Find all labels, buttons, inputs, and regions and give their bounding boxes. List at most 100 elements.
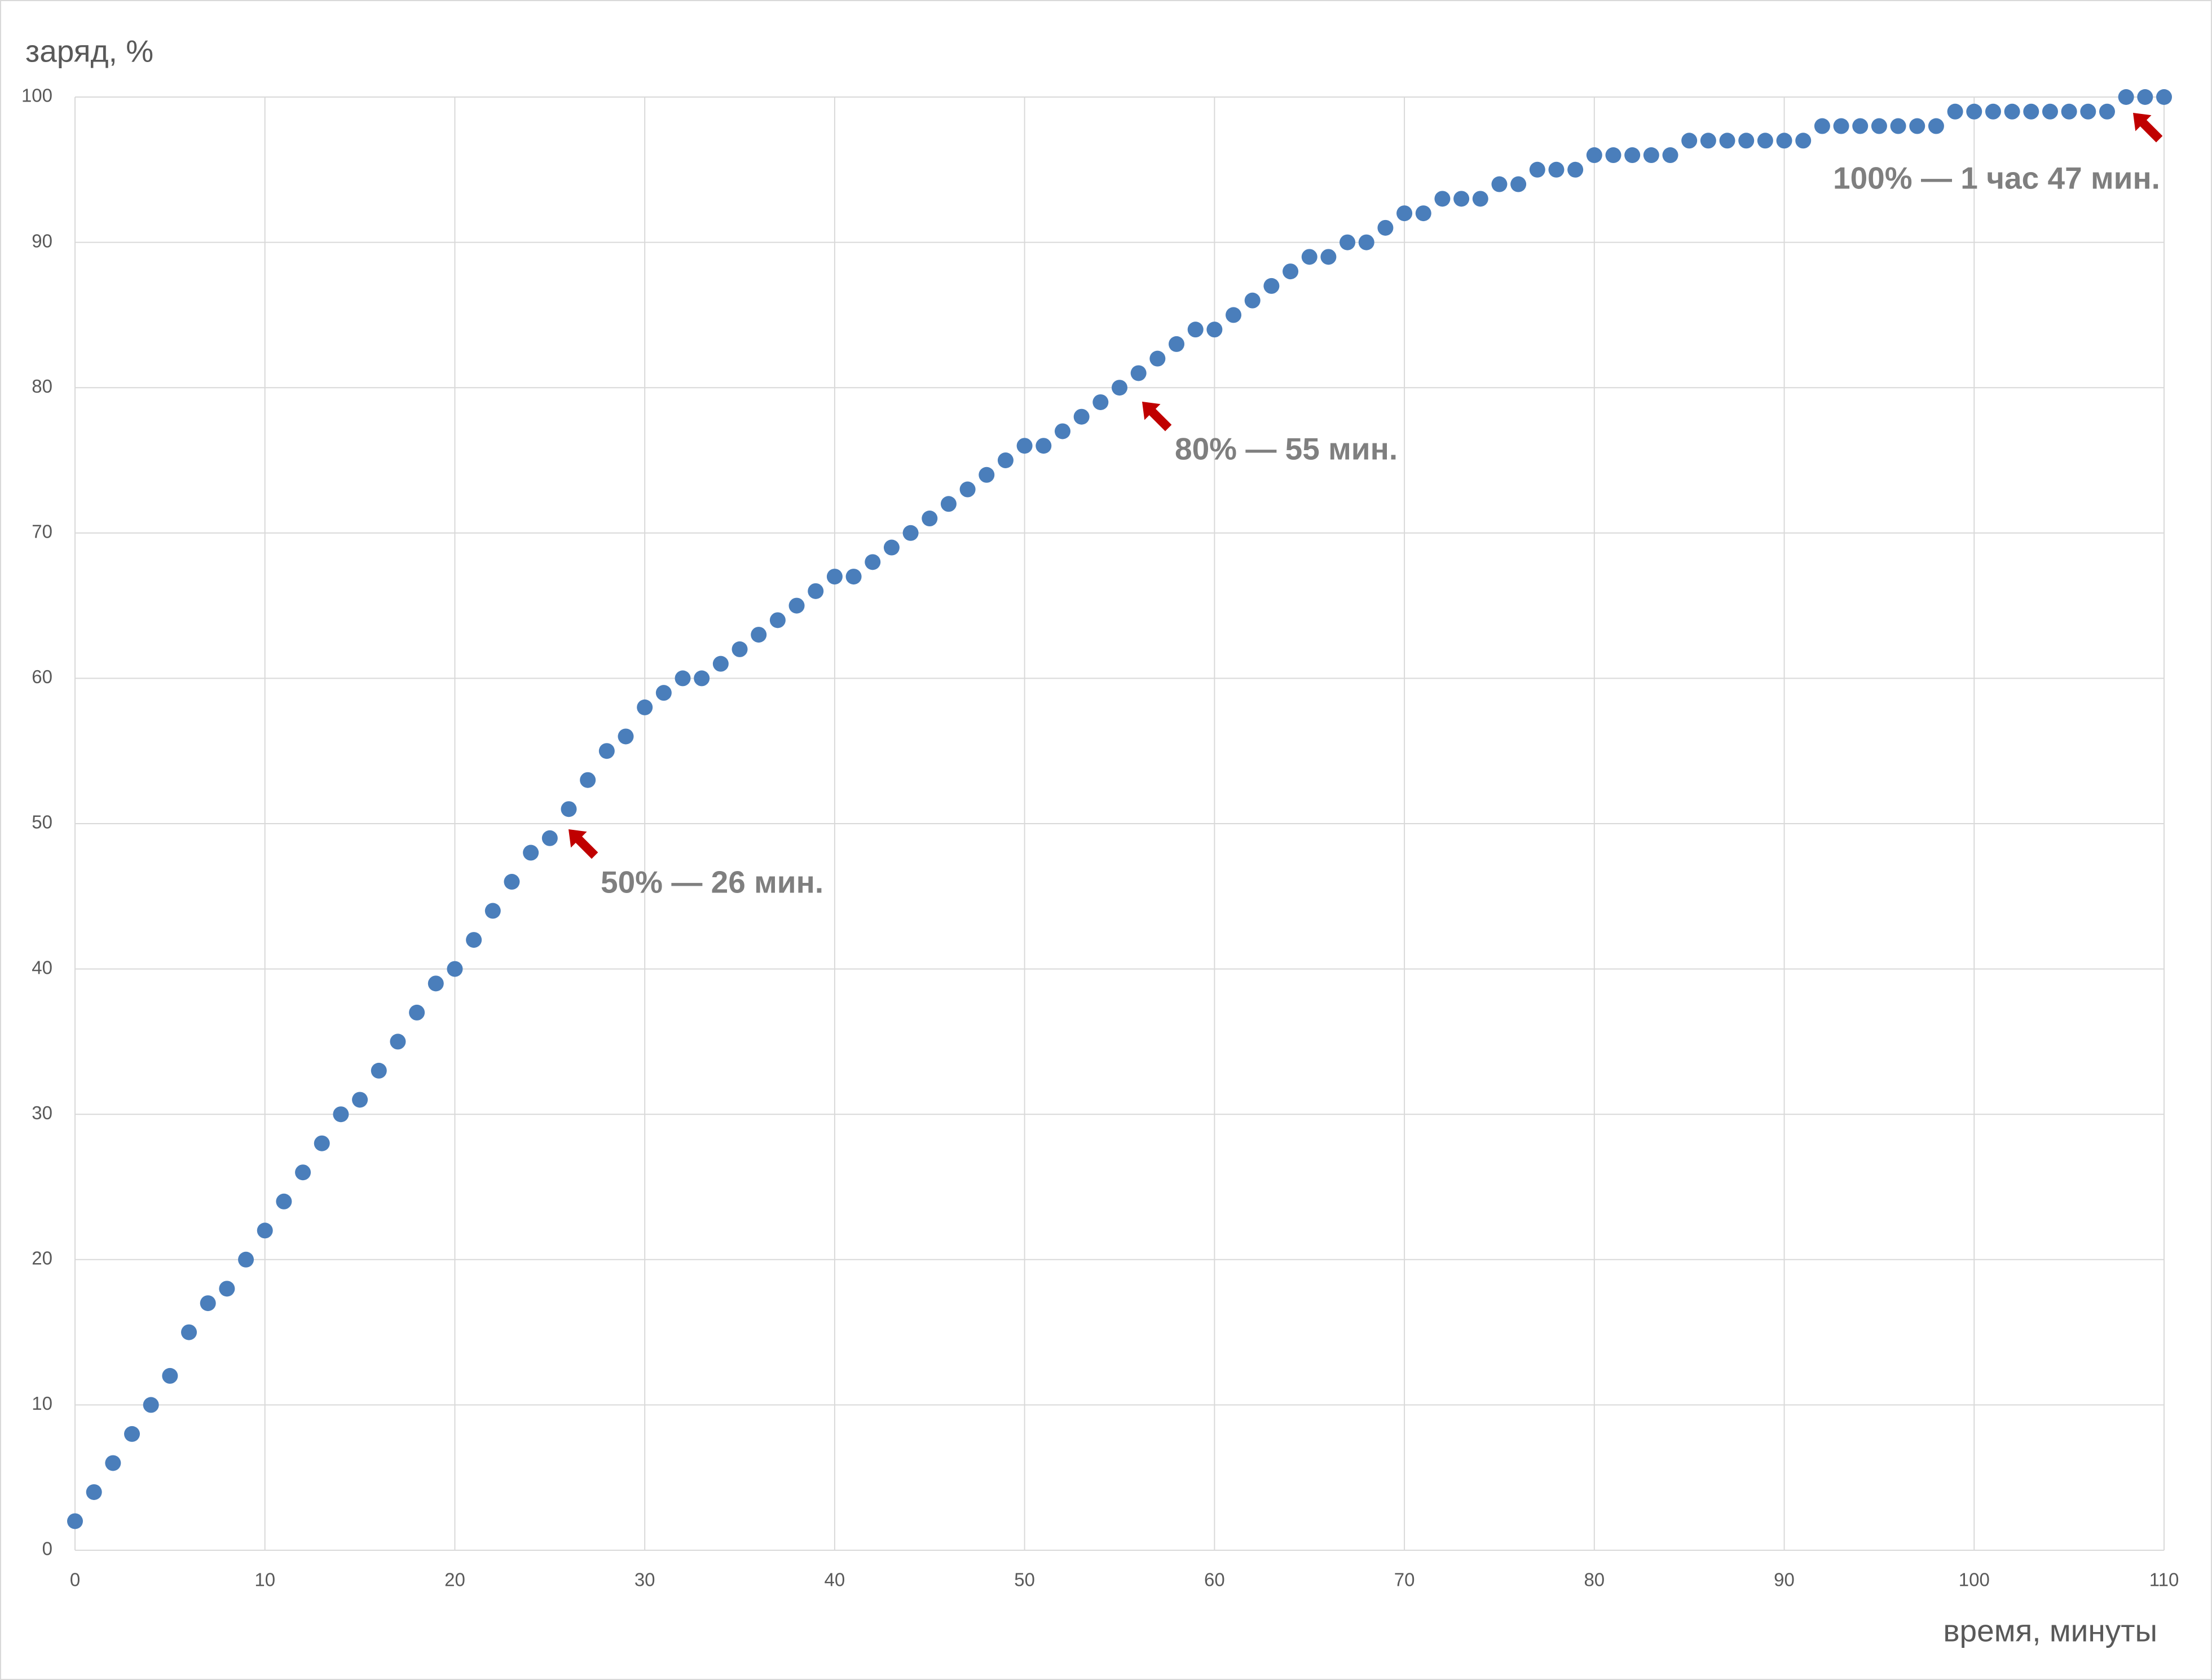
data-point: [1795, 133, 1812, 149]
y-tick-label: 70: [32, 521, 52, 542]
data-point: [2080, 103, 2096, 120]
data-point: [67, 1513, 83, 1529]
x-tick-label: 0: [70, 1569, 80, 1590]
data-point: [1985, 103, 2001, 120]
data-point: [143, 1397, 159, 1413]
x-tick-label: 70: [1394, 1569, 1415, 1590]
data-point: [1681, 133, 1698, 149]
data-point: [1283, 263, 1299, 280]
data-point: [1605, 147, 1621, 164]
x-tick-label: 30: [634, 1569, 655, 1590]
y-tick-label: 20: [32, 1248, 52, 1269]
data-point: [1320, 249, 1337, 265]
data-point: [1567, 161, 1584, 178]
data-point: [1112, 380, 1127, 396]
data-point: [162, 1367, 178, 1384]
data-point: [959, 481, 976, 498]
data-point: [314, 1135, 330, 1151]
annotation: 100% — 1 час 47 мин.: [1833, 161, 2160, 196]
data-point: [1453, 191, 1470, 207]
annotation-arrow: [2133, 113, 2163, 143]
annotation: 80% — 55 мин.: [1175, 432, 1398, 467]
data-point: [447, 961, 463, 977]
data-point: [1263, 278, 1280, 294]
data-point: [257, 1222, 273, 1239]
data-point: [694, 670, 710, 687]
x-tick-label: 50: [1014, 1569, 1035, 1590]
data-point: [390, 1033, 406, 1050]
data-point: [238, 1251, 254, 1268]
y-tick-label: 30: [32, 1102, 52, 1123]
data-point: [1169, 336, 1185, 352]
data-point: [523, 845, 539, 861]
data-point: [1073, 408, 1090, 425]
data-point: [1377, 219, 1394, 236]
data-point: [352, 1092, 368, 1108]
data-point: [1301, 249, 1317, 265]
data-point: [2099, 103, 2115, 120]
data-point: [1947, 103, 1963, 120]
data-point: [1529, 161, 1545, 178]
data-point: [1149, 350, 1166, 367]
y-axis-title: заряд, %: [25, 34, 153, 69]
data-point: [712, 656, 729, 672]
data-point: [1415, 205, 1431, 222]
data-point: [1339, 234, 1356, 250]
x-tick-label: 110: [2149, 1569, 2179, 1590]
data-point: [409, 1004, 425, 1021]
data-point: [637, 699, 653, 715]
y-tick-label: 60: [32, 666, 52, 687]
data-point: [1738, 133, 1755, 149]
data-point: [124, 1426, 140, 1442]
annotation-arrow: [1142, 402, 1172, 432]
data-point: [940, 496, 957, 512]
data-point: [2042, 103, 2058, 120]
data-point: [484, 903, 501, 919]
data-point: [1130, 365, 1147, 381]
data-point: [655, 685, 672, 701]
data-point: [1054, 423, 1070, 439]
y-tick-label: 100: [21, 85, 52, 106]
data-point: [466, 932, 482, 948]
data-point: [105, 1455, 121, 1471]
data-point: [2061, 103, 2077, 120]
data-point: [295, 1164, 311, 1181]
data-point: [1776, 133, 1792, 149]
data-point: [769, 612, 786, 628]
data-point: [1016, 438, 1033, 454]
y-tick-label: 0: [42, 1538, 52, 1559]
x-tick-label: 20: [444, 1569, 465, 1590]
x-axis-title: время, минуты: [1943, 1613, 2157, 1648]
data-point: [2118, 89, 2134, 105]
data-point: [541, 830, 558, 846]
data-point: [2137, 89, 2153, 105]
data-point: [675, 670, 691, 687]
data-point: [1092, 394, 1109, 410]
data-point: [1434, 191, 1451, 207]
data-point: [1757, 133, 1773, 149]
data-point: [561, 801, 577, 817]
x-tick-label: 10: [254, 1569, 275, 1590]
x-tick-label: 80: [1584, 1569, 1605, 1590]
data-point: [979, 467, 995, 483]
data-point: [276, 1193, 292, 1210]
data-point: [1226, 307, 1242, 323]
data-point: [371, 1062, 387, 1079]
y-tick-label: 90: [32, 230, 52, 251]
data-point: [1700, 133, 1716, 149]
data-point: [865, 554, 881, 570]
data-point: [504, 874, 520, 890]
data-point: [1510, 176, 1527, 192]
x-tick-label: 90: [1774, 1569, 1795, 1590]
data-point: [2023, 103, 2039, 120]
annotation: 50% — 26 мин.: [601, 865, 823, 900]
data-point: [181, 1324, 197, 1340]
data-point: [788, 597, 805, 614]
data-point: [1491, 176, 1508, 192]
data-point: [808, 583, 824, 599]
data-point: [2004, 103, 2020, 120]
data-point: [1852, 118, 1869, 134]
y-tick-label: 50: [32, 812, 52, 833]
data-point: [1548, 161, 1565, 178]
